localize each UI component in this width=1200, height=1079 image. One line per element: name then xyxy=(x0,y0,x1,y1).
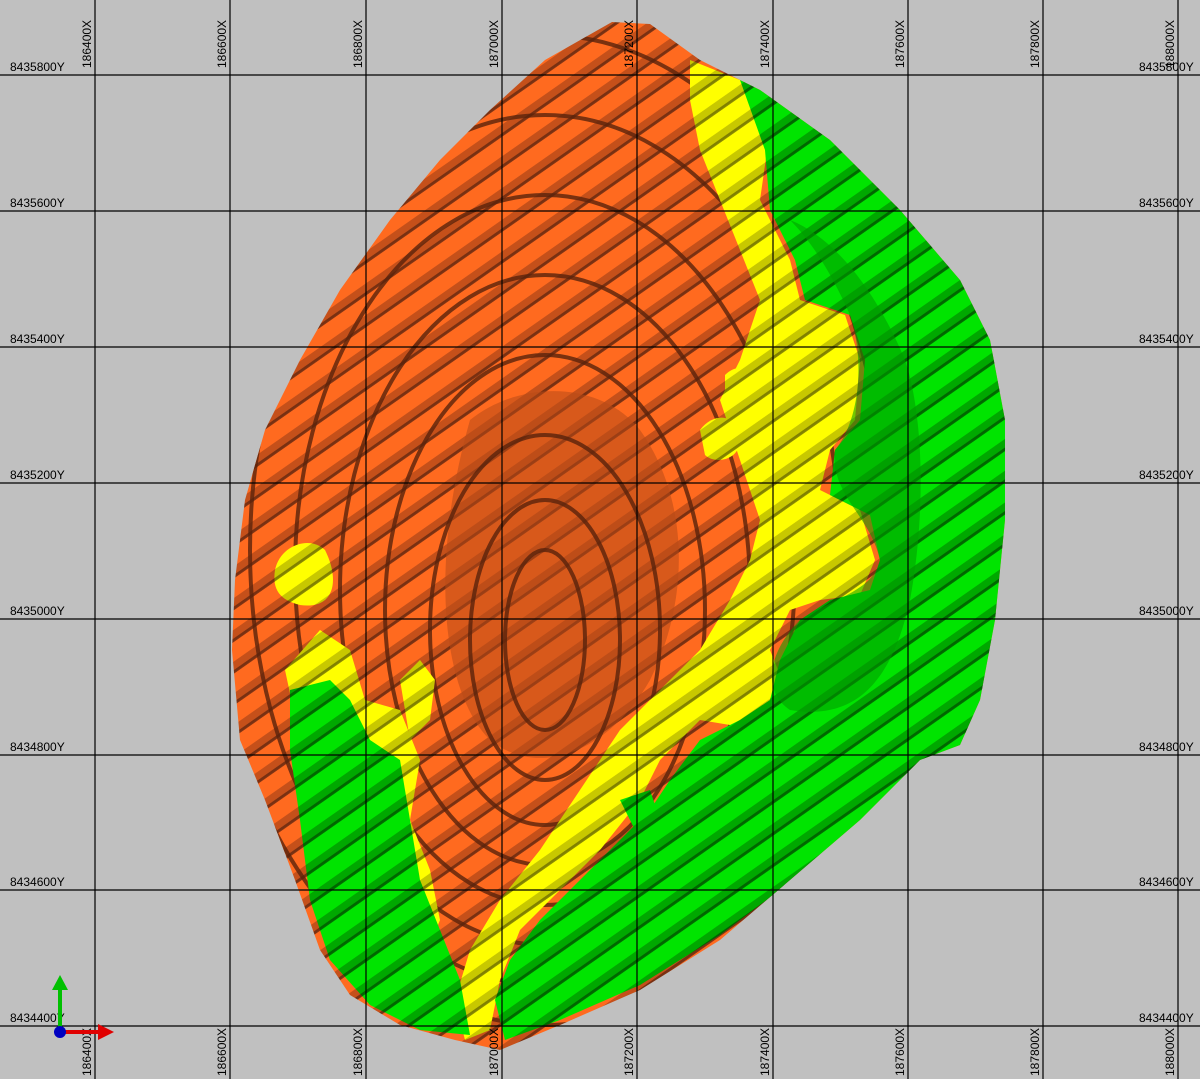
x-coordinate-label-bottom: 187800X xyxy=(1028,1028,1042,1076)
x-coordinate-label-bottom: 186400X xyxy=(80,1028,94,1076)
y-coordinate-label-right: 8435200Y xyxy=(1139,468,1194,482)
x-coordinate-label-bottom: 187000X xyxy=(487,1028,501,1076)
x-coordinate-label-top: 187000X xyxy=(487,20,501,68)
x-coordinate-label-top: 187200X xyxy=(622,20,636,68)
x-coordinate-label-bottom: 187600X xyxy=(893,1028,907,1076)
x-coordinate-label-bottom: 186800X xyxy=(351,1028,365,1076)
x-coordinate-label-bottom: 187400X xyxy=(758,1028,772,1076)
y-coordinate-label-right: 8435000Y xyxy=(1139,604,1194,618)
x-coordinate-label-top: 186800X xyxy=(351,20,365,68)
y-coordinate-label-right: 8435400Y xyxy=(1139,332,1194,346)
y-axis-arrowhead xyxy=(52,975,68,990)
y-coordinate-label-left: 8434800Y xyxy=(10,740,65,754)
y-coordinate-label-right: 8434600Y xyxy=(1139,875,1194,889)
x-coordinate-label-bottom: 187200X xyxy=(622,1028,636,1076)
y-coordinate-label-left: 8435400Y xyxy=(10,332,65,346)
y-coordinate-label-left: 8435000Y xyxy=(10,604,65,618)
y-coordinate-label-left: 8435800Y xyxy=(10,60,65,74)
y-coordinate-label-right: 8434400Y xyxy=(1139,1011,1194,1025)
x-coordinate-label-top: 187600X xyxy=(893,20,907,68)
y-coordinate-label-left: 8435200Y xyxy=(10,468,65,482)
x-coordinate-label-bottom: 188000X xyxy=(1163,1028,1177,1076)
y-coordinate-label-right: 8434800Y xyxy=(1139,740,1194,754)
x-coordinate-label-top: 186400X xyxy=(80,20,94,68)
y-coordinate-label-left: 8434400Y xyxy=(10,1011,65,1025)
y-coordinate-label-left: 8435600Y xyxy=(10,196,65,210)
x-coordinate-label-top: 187800X xyxy=(1028,20,1042,68)
x-coordinate-label-top: 187400X xyxy=(758,20,772,68)
z-axis-dot xyxy=(54,1026,66,1038)
y-coordinate-label-right: 8435800Y xyxy=(1139,60,1194,74)
y-coordinate-label-left: 8434600Y xyxy=(10,875,65,889)
x-coordinate-label-bottom: 186600X xyxy=(215,1028,229,1076)
x-coordinate-label-top: 186600X xyxy=(215,20,229,68)
pit-surface xyxy=(205,10,1020,1070)
y-coordinate-label-right: 8435600Y xyxy=(1139,196,1194,210)
axis-triad[interactable] xyxy=(52,975,114,1040)
